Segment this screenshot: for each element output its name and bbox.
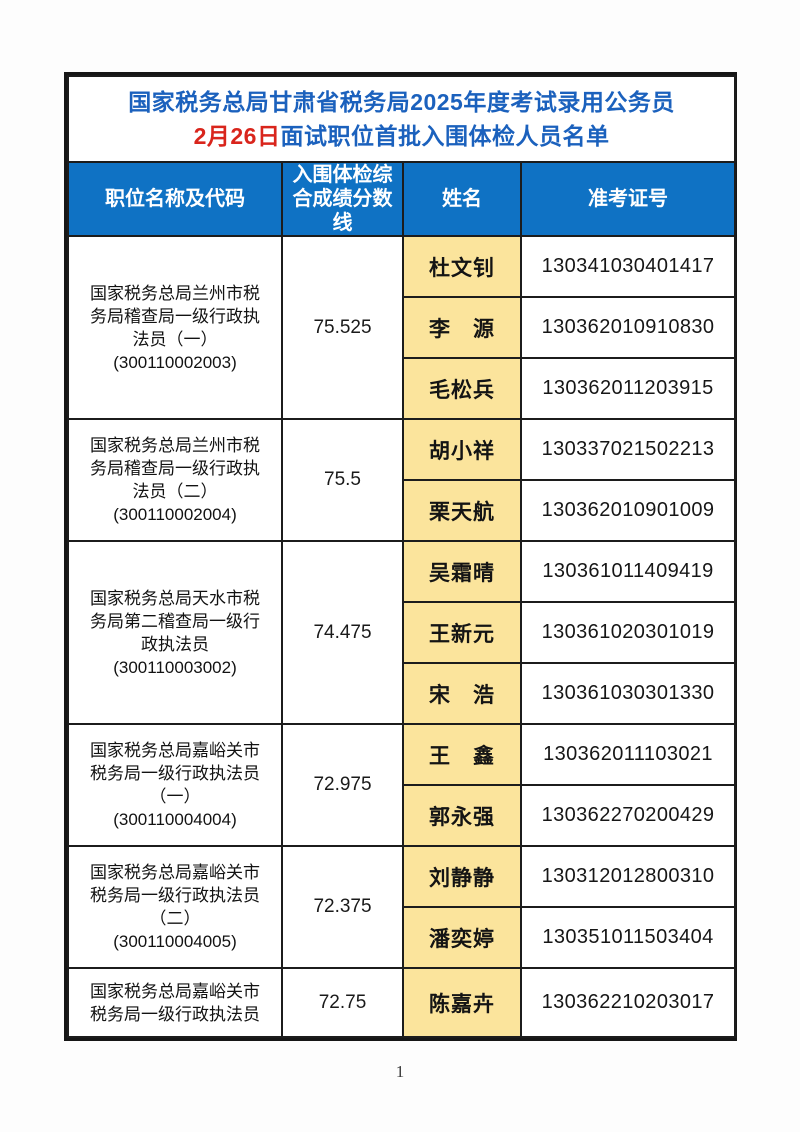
position-code: (300110002004) bbox=[113, 505, 237, 524]
position-name: 国家税务总局嘉峪关市税务局一级行政执法员（二） bbox=[90, 863, 260, 928]
title-line2: 2月26日面试职位首批入围体检人员名单 bbox=[70, 119, 733, 153]
title-row: 国家税务总局甘肃省税务局2025年度考试录用公务员 2月26日面试职位首批入围体… bbox=[66, 75, 737, 163]
position-code: (300110003002) bbox=[113, 657, 237, 677]
title-line1: 国家税务总局甘肃省税务局2025年度考试录用公务员 bbox=[128, 89, 675, 115]
table-row: 国家税务总局嘉峪关市税务局一级行政执法员（二） (300110004005) 7… bbox=[67, 845, 737, 969]
table-row: 国家税务总局兰州市税务局稽查局一级行政执法员（一） (300110002003)… bbox=[67, 235, 737, 420]
score-cell: 74.475 bbox=[281, 540, 404, 725]
table-row: 国家税务总局嘉峪关市税务局一级行政执法员 72.75 陈嘉卉 130362210… bbox=[67, 967, 737, 1038]
table-row: 潘奕婷 130351011503404 bbox=[68, 906, 737, 969]
candidate-id: 130362010901009 bbox=[519, 479, 737, 542]
score-cell: 72.975 bbox=[281, 723, 404, 847]
position-code: (300110004005) bbox=[113, 932, 237, 951]
candidate-id: 130362010910830 bbox=[519, 296, 737, 359]
score-cell: 72.75 bbox=[281, 967, 404, 1038]
header-row: 职位名称及代码 入围体检综合成绩分数线 姓名 准考证号 bbox=[67, 161, 737, 237]
header-score: 入围体检综合成绩分数线 bbox=[281, 161, 404, 237]
table-row: 宋 浩 130361030301330 bbox=[68, 662, 737, 725]
position-name: 国家税务总局兰州市税务局稽查局一级行政执法员（一） bbox=[90, 283, 260, 349]
candidate-id: 130361020301019 bbox=[519, 601, 737, 664]
roster-table: 国家税务总局甘肃省税务局2025年度考试录用公务员 2月26日面试职位首批入围体… bbox=[66, 75, 737, 1038]
position-cell: 国家税务总局兰州市税务局稽查局一级行政执法员（二） (300110002004) bbox=[67, 418, 283, 542]
position-name: 国家税务总局嘉峪关市税务局一级行政执法员（一） bbox=[90, 741, 260, 806]
candidate-name: 刘静静 bbox=[402, 845, 522, 908]
header-name: 姓名 bbox=[402, 161, 522, 237]
candidate-name: 毛松兵 bbox=[402, 357, 522, 420]
candidate-name: 吴霜晴 bbox=[402, 540, 522, 603]
table-row: 王新元 130361020301019 bbox=[68, 601, 737, 664]
candidate-name: 王 鑫 bbox=[402, 723, 522, 786]
roster-table-border: 国家税务总局甘肃省税务局2025年度考试录用公务员 2月26日面试职位首批入围体… bbox=[64, 72, 737, 1041]
candidate-name: 郭永强 bbox=[402, 784, 522, 847]
candidate-id: 130362210203017 bbox=[519, 967, 737, 1038]
position-name: 国家税务总局兰州市税务局稽查局一级行政执法员（二） bbox=[90, 436, 260, 501]
position-code: (300110004004) bbox=[113, 810, 237, 829]
position-name: 国家税务总局天水市税务局第二稽查局一级行政执法员 bbox=[90, 588, 260, 654]
candidate-name: 胡小祥 bbox=[402, 418, 522, 481]
position-cell: 国家税务总局天水市税务局第二稽查局一级行政执法员 (300110003002) bbox=[67, 540, 283, 725]
candidate-id: 130337021502213 bbox=[519, 418, 737, 481]
position-cell: 国家税务总局嘉峪关市税务局一级行政执法员（二） (300110004005) bbox=[67, 845, 283, 969]
candidate-id: 130362011103021 bbox=[519, 723, 737, 786]
header-position: 职位名称及代码 bbox=[67, 161, 283, 237]
candidate-id: 130361030301330 bbox=[519, 662, 737, 725]
table-row: 栗天航 130362010901009 bbox=[68, 479, 737, 542]
header-ticket: 准考证号 bbox=[519, 161, 737, 237]
roster-sheet: 国家税务总局甘肃省税务局2025年度考试录用公务员 2月26日面试职位首批入围体… bbox=[64, 72, 737, 1041]
table-row: 国家税务总局嘉峪关市税务局一级行政执法员（一） (300110004004) 7… bbox=[67, 723, 737, 847]
candidate-id: 130362011203915 bbox=[519, 357, 737, 420]
score-cell: 72.375 bbox=[281, 845, 404, 969]
position-cell: 国家税务总局嘉峪关市税务局一级行政执法员 bbox=[67, 967, 283, 1038]
candidate-id: 130351011503404 bbox=[519, 906, 737, 969]
title-date: 2月26日 bbox=[193, 123, 281, 149]
candidate-id: 130362270200429 bbox=[519, 784, 737, 847]
candidate-name: 栗天航 bbox=[402, 479, 522, 542]
table-row: 国家税务总局天水市税务局第二稽查局一级行政执法员 (300110003002) … bbox=[67, 540, 737, 725]
table-row: 国家税务总局兰州市税务局稽查局一级行政执法员（二） (300110002004)… bbox=[67, 418, 737, 542]
position-code: (300110002003) bbox=[113, 352, 237, 372]
score-cell: 75.525 bbox=[281, 235, 404, 420]
score-cell: 75.5 bbox=[281, 418, 404, 542]
candidate-id: 130341030401417 bbox=[519, 235, 737, 298]
position-name: 国家税务总局嘉峪关市税务局一级行政执法员 bbox=[90, 981, 260, 1024]
candidate-name: 王新元 bbox=[402, 601, 522, 664]
position-cell: 国家税务总局嘉峪关市税务局一级行政执法员（一） (300110004004) bbox=[67, 723, 283, 847]
table-row: 李 源 130362010910830 bbox=[68, 296, 737, 359]
document-title: 国家税务总局甘肃省税务局2025年度考试录用公务员 2月26日面试职位首批入围体… bbox=[66, 75, 737, 163]
position-cell: 国家税务总局兰州市税务局稽查局一级行政执法员（一） (300110002003) bbox=[67, 235, 283, 420]
candidate-name: 陈嘉卉 bbox=[402, 967, 522, 1038]
candidate-name: 李 源 bbox=[402, 296, 522, 359]
candidate-id: 130361011409419 bbox=[519, 540, 737, 603]
candidate-name: 潘奕婷 bbox=[402, 906, 522, 969]
candidate-name: 杜文钊 bbox=[402, 235, 522, 298]
title-line2-rest: 面试职位首批入围体检人员名单 bbox=[280, 123, 610, 149]
table-row: 郭永强 130362270200429 bbox=[68, 784, 737, 847]
candidate-id: 130312012800310 bbox=[519, 845, 737, 908]
page-number: 1 bbox=[395, 1062, 405, 1081]
candidate-name: 宋 浩 bbox=[402, 662, 522, 725]
table-row: 毛松兵 130362011203915 bbox=[68, 357, 737, 420]
